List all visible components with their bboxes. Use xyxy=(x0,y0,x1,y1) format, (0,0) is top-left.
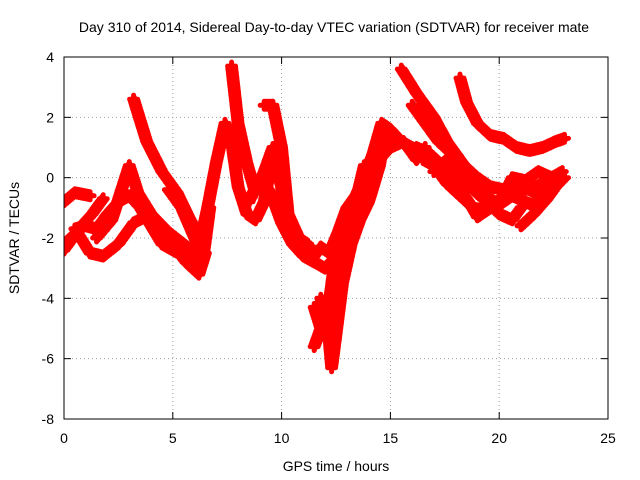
x-tick-label: 5 xyxy=(169,430,177,446)
series-track-18 xyxy=(427,153,528,227)
plus-markers xyxy=(161,183,217,263)
x-tick-label: 0 xyxy=(60,430,68,446)
y-tick-label: 2 xyxy=(46,109,54,125)
x-tick-label: 20 xyxy=(491,430,507,446)
y-axis-label: SDTVAR / TECUs xyxy=(6,182,22,294)
y-tick-label: -6 xyxy=(42,351,55,367)
plus-markers xyxy=(64,186,97,209)
x-tick-label: 25 xyxy=(600,430,616,446)
y-tick-label: 0 xyxy=(46,170,54,186)
series-track-13 xyxy=(314,159,371,323)
plus-markers xyxy=(427,153,528,227)
y-tick-label: 4 xyxy=(46,49,54,65)
plus-markers xyxy=(514,171,571,233)
plus-markers xyxy=(453,71,571,157)
plus-markers xyxy=(314,159,371,323)
y-tick-label: -8 xyxy=(42,411,55,427)
series-track-19 xyxy=(453,71,571,157)
y-tick-label: -2 xyxy=(42,230,55,246)
series-track-1 xyxy=(64,186,97,209)
x-tick-label: 15 xyxy=(383,430,399,446)
plot-frame xyxy=(63,56,609,420)
x-axis-label: GPS time / hours xyxy=(283,458,390,474)
y-tick-label: -4 xyxy=(42,290,55,306)
data-series xyxy=(64,59,571,375)
tick-labels: 0 5 10 15 20 25 -8 -6 -4 -2 0 2 4 xyxy=(42,49,616,446)
series-track-7 xyxy=(161,183,217,263)
x-tick-label: 10 xyxy=(274,430,290,446)
series-track-20 xyxy=(514,171,571,233)
chart-title: Day 310 of 2014, Sidereal Day-to-day VTE… xyxy=(79,19,589,35)
